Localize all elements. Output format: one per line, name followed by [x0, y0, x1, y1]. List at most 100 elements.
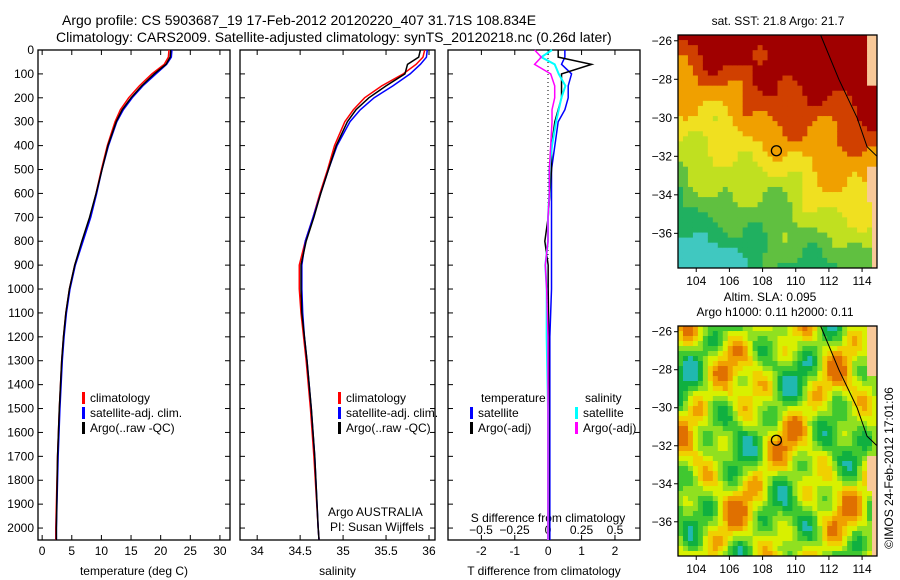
map-cell — [812, 105, 818, 112]
map-cell — [842, 461, 848, 467]
map-cell — [827, 181, 833, 188]
map-cell — [867, 406, 873, 412]
map-cell — [807, 541, 813, 547]
map-cell — [837, 50, 843, 56]
map-cell — [752, 161, 759, 168]
map-cell — [872, 471, 878, 477]
map-cell — [757, 366, 764, 372]
map-cell — [697, 100, 704, 107]
map-cell — [678, 391, 684, 397]
map-cell — [752, 65, 759, 71]
map-cell — [872, 386, 878, 392]
map-cell — [767, 426, 774, 432]
map-cell — [827, 131, 833, 137]
map-cell — [722, 171, 729, 178]
map-cell — [787, 441, 793, 447]
map-cell — [722, 351, 729, 357]
map-cell — [787, 406, 793, 412]
map-cell — [737, 55, 744, 61]
map-cell — [787, 361, 793, 367]
map-cell — [867, 381, 873, 387]
map-cell — [837, 192, 843, 198]
map-cell — [722, 100, 729, 107]
map-cell — [837, 65, 843, 71]
map-cell — [807, 401, 813, 407]
map-cell — [712, 456, 719, 462]
map-cell — [772, 75, 778, 82]
map-cell — [772, 511, 778, 517]
map-cell — [717, 80, 724, 87]
map-cell — [682, 186, 689, 193]
map-cell — [717, 85, 724, 92]
map-cell — [717, 416, 724, 422]
map-cell — [747, 346, 754, 352]
map-cell — [802, 326, 808, 332]
legend-swatch — [338, 407, 341, 419]
map-cell — [687, 506, 694, 512]
map-cell — [792, 131, 798, 137]
map-cell — [757, 446, 764, 452]
map-cell — [852, 186, 858, 193]
map-cell — [822, 45, 828, 51]
map-cell — [867, 446, 873, 452]
map-cell — [772, 121, 778, 127]
map-cell — [722, 181, 729, 188]
map-cell — [872, 110, 878, 117]
map-cell — [767, 136, 774, 142]
map-cell — [812, 341, 818, 347]
map-cell — [767, 45, 774, 51]
map-cell — [782, 401, 788, 407]
map-cell — [807, 70, 813, 77]
map-cell — [772, 436, 778, 442]
map-cell — [707, 521, 714, 527]
map-cell — [862, 501, 868, 507]
map-cell — [692, 376, 699, 382]
map-cell — [772, 336, 778, 342]
map-cell — [792, 75, 798, 82]
map-cell — [697, 40, 704, 46]
map-cell — [702, 202, 709, 208]
map-cell — [762, 466, 769, 472]
lat-tick-label: −28 — [652, 363, 673, 377]
map-cell — [812, 371, 818, 377]
map-cell — [827, 416, 833, 422]
map-cell — [852, 551, 858, 557]
map-cell — [707, 192, 714, 198]
map-cell — [837, 486, 843, 492]
map-cell — [857, 536, 863, 542]
map-cell — [767, 446, 774, 452]
map-cell — [797, 366, 803, 372]
map-cell — [802, 461, 808, 467]
map-cell — [732, 166, 739, 173]
map-cell — [687, 406, 694, 412]
map-cell — [712, 436, 719, 442]
map-cell — [782, 416, 788, 422]
map-cell — [727, 436, 734, 442]
map-cell — [702, 110, 709, 117]
map-cell — [747, 411, 754, 417]
map-cell — [842, 416, 848, 422]
map-cell — [707, 156, 714, 163]
map-cell — [872, 146, 878, 152]
map-cell — [852, 85, 858, 92]
map-cell — [862, 466, 868, 472]
map-cell — [867, 55, 873, 61]
map-cell — [832, 186, 838, 193]
map-cell — [797, 70, 803, 77]
map-cell — [817, 202, 823, 208]
map-cell — [747, 396, 754, 402]
map-cell — [817, 481, 823, 487]
map-cell — [812, 326, 818, 332]
map-cell — [792, 326, 798, 332]
map-cell — [772, 516, 778, 522]
map-cell — [772, 451, 778, 457]
map-cell — [767, 242, 774, 249]
map-cell — [872, 242, 878, 249]
lon-tick-label: 106 — [719, 274, 739, 288]
map-cell — [872, 416, 878, 422]
plot-frame — [447, 49, 641, 541]
map-cell — [732, 207, 739, 213]
map-cell — [692, 546, 699, 552]
map-cell — [727, 486, 734, 492]
